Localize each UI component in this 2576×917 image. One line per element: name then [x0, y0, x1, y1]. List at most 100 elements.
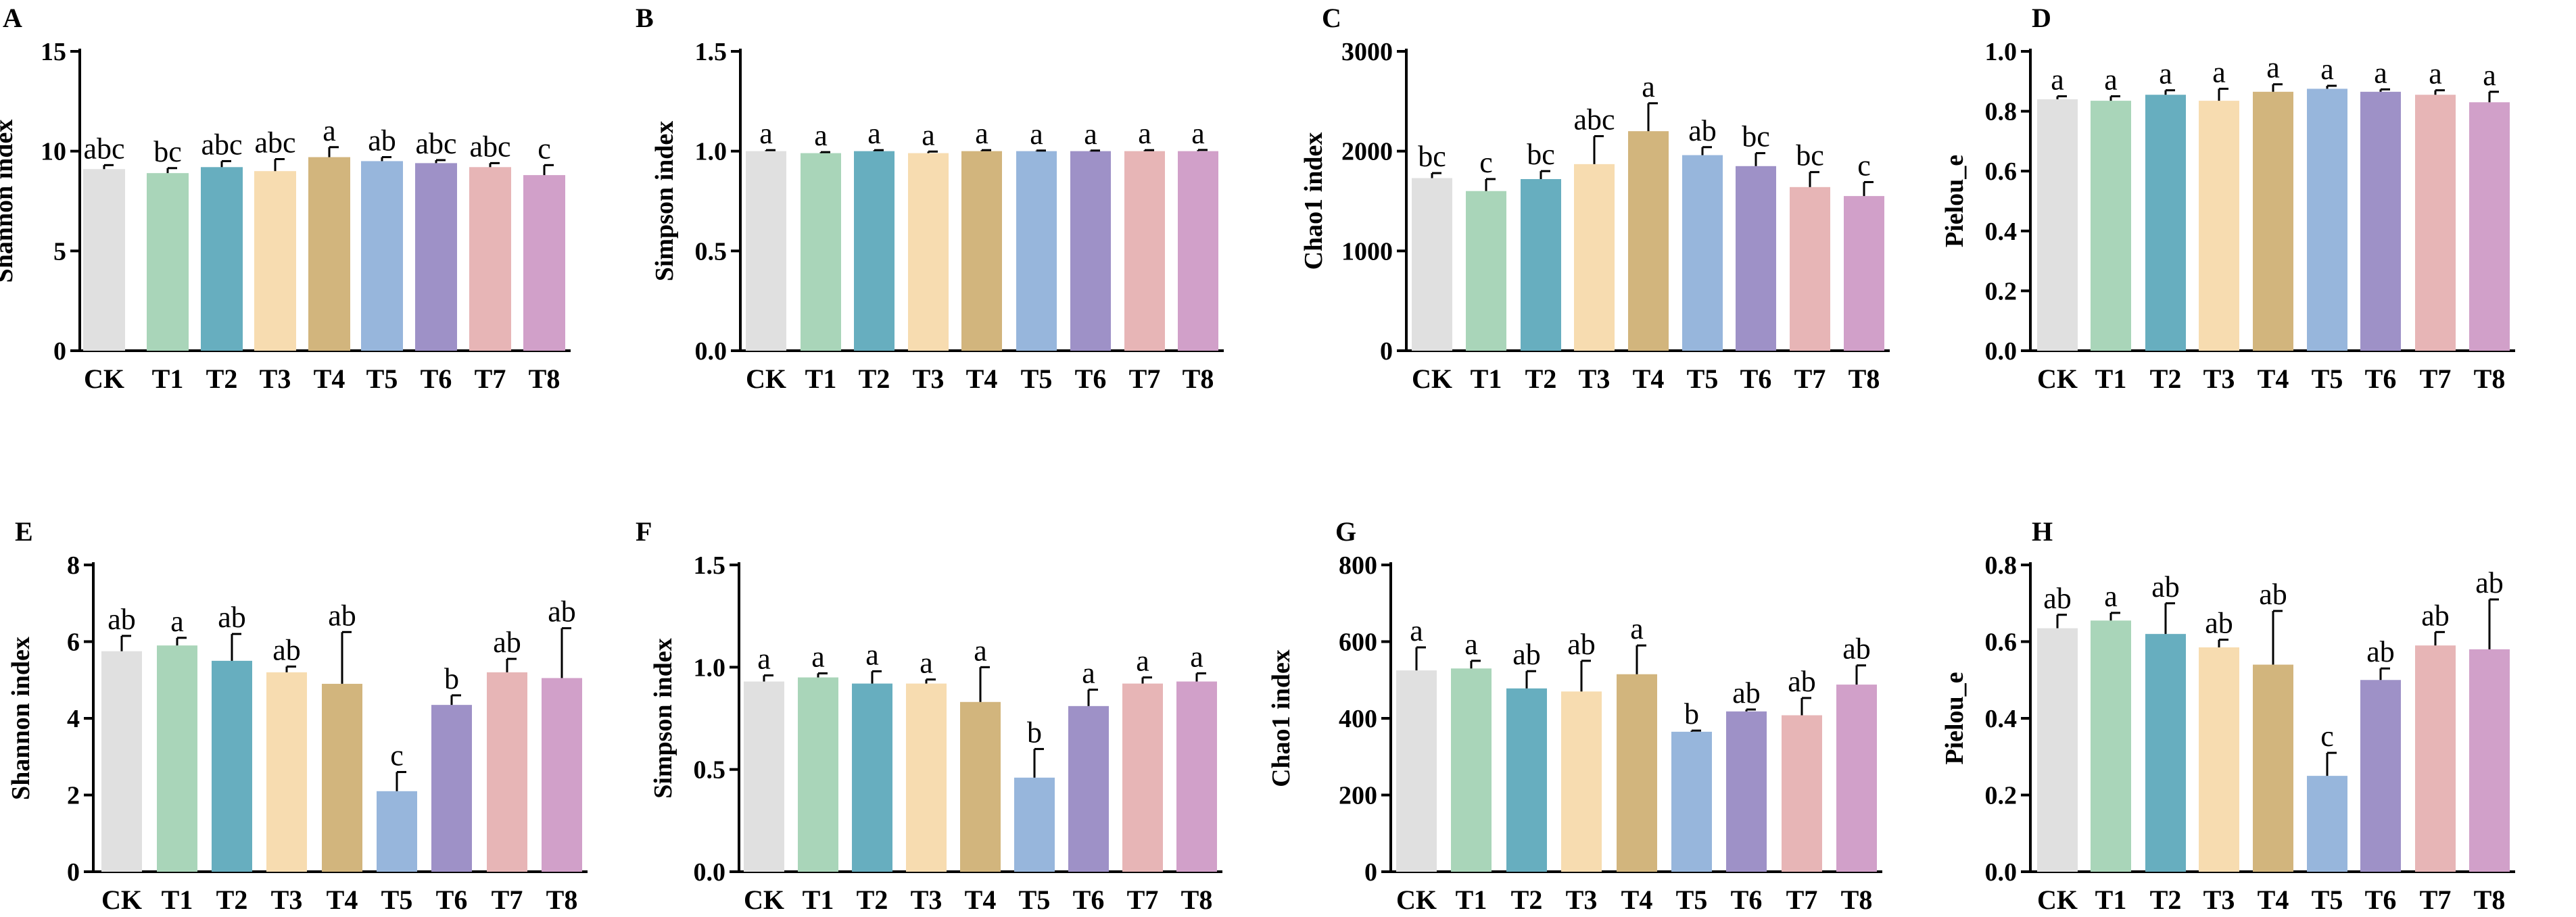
significance-label: ab [1567, 628, 1596, 661]
significance-label: a [170, 605, 184, 638]
x-tick-label: T8 [2474, 364, 2506, 394]
bar-T8 [2469, 649, 2510, 872]
panel-letter: H [2032, 516, 2053, 547]
significance-label: ab [272, 633, 301, 666]
significance-label: a [2483, 59, 2496, 92]
bar-T1 [157, 645, 197, 872]
significance-label: bc [1742, 120, 1770, 153]
x-tick-label: CK [84, 364, 124, 394]
significance-label: c [390, 739, 404, 772]
bar-CK [83, 169, 125, 351]
x-tick-label: T8 [2474, 885, 2506, 915]
bar-T7 [2415, 645, 2456, 872]
significance-label: a [1630, 612, 1644, 645]
x-tick-label: T3 [1579, 364, 1611, 394]
panel-letter: G [1335, 516, 1356, 547]
bar-T7 [1782, 715, 1822, 872]
bar-T7 [487, 672, 527, 872]
significance-label: a [2051, 63, 2064, 96]
y-axis-label: Chao1 index [1299, 132, 1328, 270]
significance-label: ab [548, 595, 576, 628]
significance-label: a [2159, 57, 2172, 91]
x-tick-label: T5 [1019, 885, 1051, 915]
bar-T2 [854, 151, 895, 351]
bar-CK [101, 651, 142, 872]
bar-CK [744, 681, 784, 872]
significance-label: ab [2366, 635, 2395, 668]
x-tick-label: T7 [1794, 364, 1826, 394]
bar-T7 [1790, 187, 1830, 351]
x-tick-label: T7 [492, 885, 523, 915]
bar-T2 [852, 683, 892, 872]
panel-letter: A [3, 3, 22, 33]
significance-label: bc [1527, 138, 1555, 171]
x-tick-label: T4 [2258, 364, 2289, 394]
significance-label: ab [2151, 570, 2180, 603]
bar-T4 [960, 701, 1001, 872]
bar-T4 [2253, 664, 2293, 872]
significance-label: a [1410, 614, 1423, 647]
significance-label: c [538, 132, 551, 165]
y-axis-label: Chao1 index [1267, 649, 1295, 787]
x-tick-label: T6 [421, 364, 452, 394]
y-tick-label: 0 [53, 337, 66, 366]
significance-label: a [867, 117, 881, 150]
x-tick-label: T5 [2312, 364, 2343, 394]
significance-label: b [1027, 716, 1042, 749]
significance-label: a [323, 114, 336, 147]
significance-label: a [1136, 644, 1149, 677]
significance-label: a [1138, 117, 1151, 150]
significance-label: ab [2043, 582, 2072, 615]
x-tick-label: T3 [2203, 885, 2235, 915]
y-tick-label: 0 [1380, 337, 1393, 366]
bar-T5 [1682, 155, 1723, 351]
x-tick-label: T4 [966, 364, 998, 394]
y-tick-label: 1.5 [694, 551, 726, 580]
x-tick-label: T2 [859, 364, 890, 394]
significance-label: bc [153, 135, 182, 168]
bar-T5 [361, 161, 403, 351]
x-tick-label: T1 [805, 364, 837, 394]
y-tick-label: 2 [67, 782, 80, 810]
bar-T1 [1451, 668, 1492, 872]
bar-T1 [147, 173, 189, 351]
x-tick-label: T2 [1525, 364, 1557, 394]
y-tick-label: 0.0 [1985, 858, 2018, 887]
y-tick-label: 0.2 [1985, 277, 2018, 305]
y-tick-label: 0.8 [1985, 551, 2018, 580]
significance-label: b [444, 662, 459, 695]
y-tick-label: 3000 [1341, 38, 1393, 66]
y-tick-label: 5 [53, 237, 66, 266]
bar-T1 [798, 677, 838, 872]
bar-T8 [1176, 681, 1217, 872]
x-tick-label: T1 [152, 364, 184, 394]
bar-T2 [212, 660, 252, 872]
x-tick-label: CK [2037, 364, 2078, 394]
panel-letter: B [636, 3, 654, 33]
significance-label: ab [1688, 114, 1717, 147]
significance-label: ab [1788, 665, 1816, 698]
panel-letter: D [2032, 3, 2051, 33]
y-tick-label: 0.2 [1985, 782, 2018, 810]
x-tick-label: T4 [2258, 885, 2289, 915]
bar-T6 [2360, 680, 2401, 872]
bar-T6 [1726, 711, 1767, 872]
x-tick-label: T6 [1073, 885, 1105, 915]
bar-T6 [431, 705, 472, 872]
significance-label: a [2374, 56, 2387, 89]
x-tick-label: T7 [2420, 364, 2452, 394]
x-tick-label: T1 [803, 885, 834, 915]
significance-label: ab [1842, 633, 1871, 666]
y-axis-label: Shannon index [7, 637, 35, 800]
significance-label: c [1857, 149, 1871, 182]
bar-T4 [308, 157, 350, 351]
x-tick-label: T8 [529, 364, 560, 394]
bar-T5 [1014, 777, 1055, 872]
bar-T2 [1521, 179, 1561, 351]
bar-CK [2037, 628, 2078, 872]
x-tick-label: T6 [436, 885, 468, 915]
panel-H: H Pielou_e 0.0 0.2 0.4 0.6 0.8 ab CK a T1 ab T2 ab T3 a… [1940, 516, 2515, 915]
x-tick-label: CK [1396, 885, 1437, 915]
